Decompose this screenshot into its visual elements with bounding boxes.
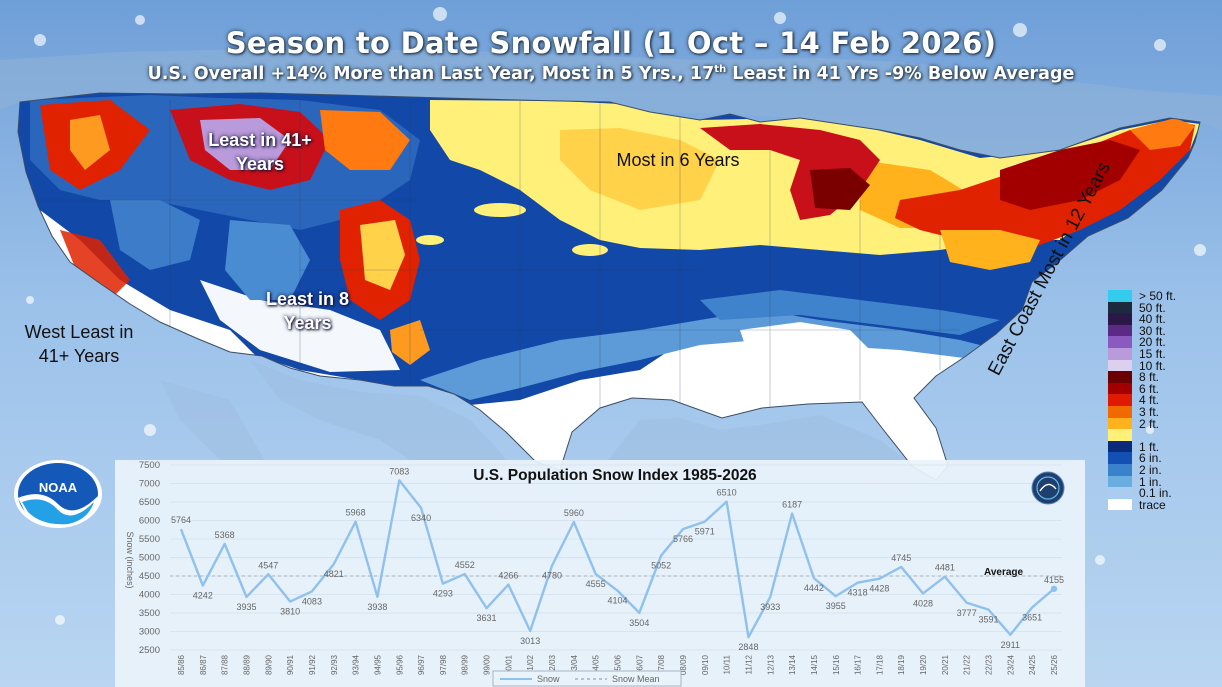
legend-label: 6 in. bbox=[1139, 451, 1162, 466]
legend-swatch bbox=[1108, 498, 1132, 511]
subtitle-part-1: U.S. Overall +14% More than Last Year, M… bbox=[147, 64, 715, 84]
legend-swatch bbox=[1108, 371, 1132, 383]
legend-swatch bbox=[1108, 301, 1132, 314]
subtitle-superscript: th bbox=[714, 64, 727, 76]
noaa-logo-text: NOAA bbox=[39, 480, 78, 495]
chart-title: U.S. Population Snow Index 1985-2026 bbox=[473, 467, 757, 484]
legend-label: 1 in. bbox=[1139, 474, 1162, 489]
page-subtitle: U.S. Overall +14% More than Last Year, M… bbox=[0, 64, 1222, 84]
annotation-least-41-line1: Least in 41+ bbox=[208, 130, 312, 150]
subtitle-part-2: Least in 41 Yrs -9% Below Average bbox=[726, 64, 1075, 84]
legend-label: 0.1 in. bbox=[1139, 486, 1172, 501]
annotation-most-6: Most in 6 Years bbox=[616, 150, 740, 170]
legend-label: 50 ft. bbox=[1139, 300, 1166, 315]
annotation-least-41: Least in 41+ Years bbox=[185, 128, 335, 176]
legend-swatch bbox=[1108, 290, 1132, 302]
legend-swatch bbox=[1108, 382, 1132, 395]
legend-swatch bbox=[1108, 429, 1132, 441]
legend-swatch bbox=[1108, 417, 1132, 430]
legend-swatch bbox=[1108, 405, 1132, 418]
legend-label: 6 ft. bbox=[1139, 381, 1160, 396]
legend-swatch bbox=[1108, 475, 1132, 488]
legend-label: 15 ft. bbox=[1139, 346, 1166, 361]
annotation-least-8-line1: Least in 8 bbox=[265, 289, 350, 309]
legend-swatch bbox=[1108, 359, 1132, 372]
legend-swatch bbox=[1108, 336, 1132, 348]
legend-swatch bbox=[1108, 347, 1132, 360]
legend-swatch bbox=[1108, 394, 1132, 406]
legend-label: 20 ft. bbox=[1139, 335, 1166, 350]
legend-swatch bbox=[1108, 324, 1132, 337]
legend-swatch bbox=[1108, 440, 1132, 453]
legend-label: 30 ft. bbox=[1139, 323, 1166, 338]
legend-label: > 50 ft. bbox=[1139, 289, 1177, 303]
legend-swatch bbox=[1108, 463, 1132, 476]
legend-label: 10 ft. bbox=[1139, 358, 1166, 373]
annotation-least-41-line2: Years bbox=[235, 154, 285, 174]
noaa-logo: NOAA bbox=[14, 460, 102, 528]
legend-label: 2 ft. bbox=[1139, 416, 1160, 431]
annotation-west-line2: 41+ Years bbox=[38, 346, 120, 366]
legend-label: 3 ft. bbox=[1139, 404, 1160, 419]
annotation-west: West Least in 41+ Years bbox=[0, 320, 158, 368]
annotation-least-8: Least in 8 Years bbox=[240, 287, 375, 335]
legend-label: 40 ft. bbox=[1139, 312, 1166, 327]
legend-label: trace bbox=[1139, 497, 1166, 512]
legend-swatch bbox=[1108, 452, 1132, 464]
legend-swatch bbox=[1108, 313, 1132, 325]
legend-label: 8 ft. bbox=[1139, 370, 1160, 385]
legend-label: 2 in. bbox=[1139, 462, 1162, 477]
legend-label: 1 ft. bbox=[1139, 439, 1160, 454]
page-title: Season to Date Snowfall (1 Oct – 14 Feb … bbox=[225, 26, 997, 60]
annotation-west-line1: West Least in bbox=[24, 322, 134, 342]
weather-trends-360-logo bbox=[1031, 471, 1065, 505]
average-label: Average bbox=[984, 567, 1024, 578]
legend-swatch bbox=[1108, 487, 1132, 499]
legend-label: 4 ft. bbox=[1139, 393, 1160, 408]
annotation-least-8-line2: Years bbox=[283, 313, 332, 333]
